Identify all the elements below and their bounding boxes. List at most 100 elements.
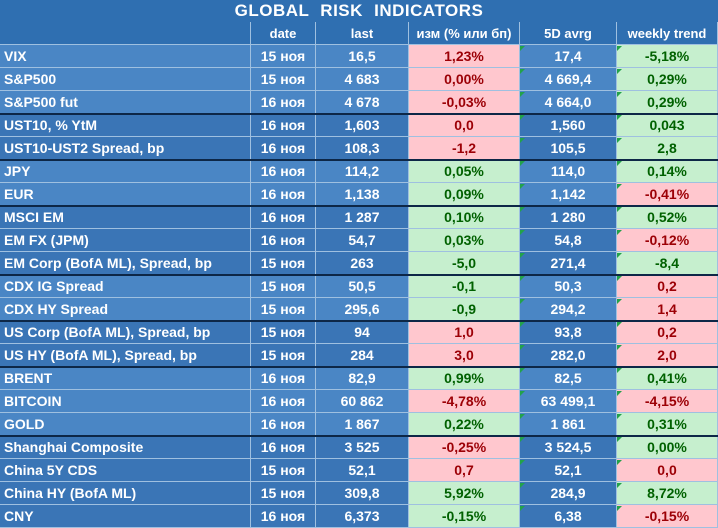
- trend-cell: 0,52%: [617, 206, 718, 229]
- change-cell: 0,7: [409, 459, 520, 482]
- group-separator: [0, 113, 718, 115]
- avg5d-cell: 282,0: [520, 344, 617, 367]
- change-cell: 1,23%: [409, 45, 520, 68]
- header-avg5d-cell: 5D avrg: [520, 22, 617, 45]
- change-cell: -1,2: [409, 137, 520, 160]
- date-cell: 16 ноя: [251, 160, 316, 183]
- change-cell: 0,22%: [409, 413, 520, 436]
- cell-comment-marker: [520, 368, 525, 373]
- name-cell: S&P500: [0, 68, 251, 91]
- trend-cell: 0,00%: [617, 436, 718, 459]
- avg5d-cell: 50,3: [520, 275, 617, 298]
- avg5d-cell: 284,9: [520, 482, 617, 505]
- group-separator: [0, 320, 718, 322]
- name-cell: VIX: [0, 45, 251, 68]
- trend-cell: 0,29%: [617, 91, 718, 114]
- trend-cell: -5,18%: [617, 45, 718, 68]
- last-cell: 82,9: [316, 367, 409, 390]
- change-cell: -0,25%: [409, 436, 520, 459]
- name-cell: CDX HY Spread: [0, 298, 251, 321]
- cell-comment-marker: [617, 207, 622, 212]
- change-cell: 0,10%: [409, 206, 520, 229]
- trend-cell: 1,4: [617, 298, 718, 321]
- group-separator: [0, 366, 718, 368]
- trend-cell: -0,15%: [617, 505, 718, 528]
- cell-comment-marker: [520, 345, 525, 350]
- last-cell: 284: [316, 344, 409, 367]
- last-cell: 52,1: [316, 459, 409, 482]
- avg5d-cell: 294,2: [520, 298, 617, 321]
- date-cell: 15 ноя: [251, 321, 316, 344]
- cell-comment-marker: [520, 414, 525, 419]
- last-cell: 50,5: [316, 275, 409, 298]
- avg5d-cell: 4 664,0: [520, 91, 617, 114]
- date-cell: 15 ноя: [251, 459, 316, 482]
- trend-cell: -0,12%: [617, 229, 718, 252]
- cell-comment-marker: [520, 46, 525, 51]
- date-cell: 15 ноя: [251, 482, 316, 505]
- avg5d-cell: 4 669,4: [520, 68, 617, 91]
- cell-comment-marker: [617, 414, 622, 419]
- trend-cell: 0,2: [617, 275, 718, 298]
- cell-comment-marker: [617, 69, 622, 74]
- date-cell: 16 ноя: [251, 367, 316, 390]
- cell-comment-marker: [520, 69, 525, 74]
- group-separator: [0, 159, 718, 161]
- name-cell: EM Corp (BofA ML), Spread, bp: [0, 252, 251, 275]
- cell-comment-marker: [520, 230, 525, 235]
- cell-comment-marker: [617, 322, 622, 327]
- cell-comment-marker: [520, 253, 525, 258]
- change-cell: 0,09%: [409, 183, 520, 206]
- last-cell: 1 867: [316, 413, 409, 436]
- cell-comment-marker: [617, 161, 622, 166]
- cell-comment-marker: [617, 483, 622, 488]
- table-title: GLOBAL RISK INDICATORS: [234, 1, 484, 20]
- name-cell: BITCOIN: [0, 390, 251, 413]
- avg5d-cell: 63 499,1: [520, 390, 617, 413]
- cell-comment-marker: [617, 345, 622, 350]
- group-separator: [0, 205, 718, 207]
- date-cell: 15 ноя: [251, 298, 316, 321]
- last-cell: 60 862: [316, 390, 409, 413]
- cell-comment-marker: [617, 92, 622, 97]
- trend-cell: -0,41%: [617, 183, 718, 206]
- date-cell: 15 ноя: [251, 275, 316, 298]
- name-cell: UST10-UST2 Spread, bp: [0, 137, 251, 160]
- change-cell: 3,0: [409, 344, 520, 367]
- trend-cell: 0,043: [617, 114, 718, 137]
- name-cell: China HY (BofA ML): [0, 482, 251, 505]
- change-cell: -4,78%: [409, 390, 520, 413]
- date-cell: 15 ноя: [251, 68, 316, 91]
- date-cell: 16 ноя: [251, 91, 316, 114]
- date-cell: 15 ноя: [251, 252, 316, 275]
- name-cell: CNY: [0, 505, 251, 528]
- cell-comment-marker: [617, 276, 622, 281]
- trend-cell: 0,29%: [617, 68, 718, 91]
- avg5d-cell: 17,4: [520, 45, 617, 68]
- trend-cell: 0,2: [617, 321, 718, 344]
- cell-comment-marker: [520, 437, 525, 442]
- avg5d-cell: 1 280: [520, 206, 617, 229]
- avg5d-cell: 93,8: [520, 321, 617, 344]
- cell-comment-marker: [617, 437, 622, 442]
- name-cell: BRENT: [0, 367, 251, 390]
- trend-cell: 0,31%: [617, 413, 718, 436]
- name-cell: CDX IG Spread: [0, 275, 251, 298]
- header-trend-cell: weekly trend: [617, 22, 718, 45]
- last-cell: 1,603: [316, 114, 409, 137]
- name-cell: EUR: [0, 183, 251, 206]
- change-cell: 0,05%: [409, 160, 520, 183]
- cell-comment-marker: [520, 506, 525, 511]
- change-cell: -0,9: [409, 298, 520, 321]
- last-cell: 108,3: [316, 137, 409, 160]
- last-cell: 16,5: [316, 45, 409, 68]
- header-blank-cell: [0, 22, 251, 45]
- avg5d-cell: 82,5: [520, 367, 617, 390]
- change-cell: -0,15%: [409, 505, 520, 528]
- name-cell: S&P500 fut: [0, 91, 251, 114]
- cell-comment-marker: [617, 138, 622, 143]
- date-cell: 16 ноя: [251, 436, 316, 459]
- avg5d-cell: 114,0: [520, 160, 617, 183]
- change-cell: -0,1: [409, 275, 520, 298]
- name-cell: GOLD: [0, 413, 251, 436]
